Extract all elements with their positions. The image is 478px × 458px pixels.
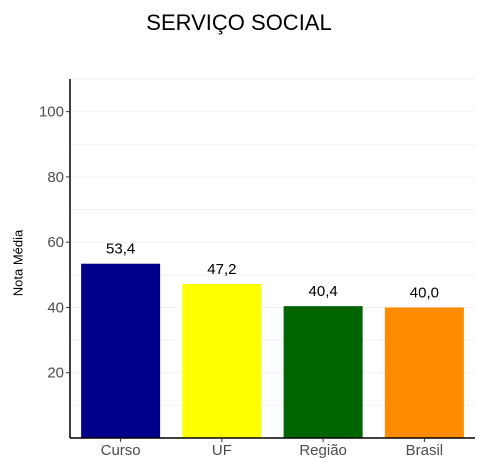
y-tick-label: 40 <box>47 299 64 316</box>
y-tick-label: 20 <box>47 365 64 382</box>
data-label: 40,0 <box>410 284 439 301</box>
y-tick-label: 100 <box>39 104 64 121</box>
y-ticks: 20 40 60 80 100 <box>39 104 70 382</box>
chart-title: SERVIÇO SOCIAL <box>146 10 332 35</box>
data-label: 53,4 <box>106 241 135 258</box>
x-tick-label: Região <box>299 442 347 458</box>
bar-brasil <box>384 307 464 438</box>
bars <box>81 263 464 438</box>
y-tick-label: 60 <box>47 234 64 251</box>
x-ticks: Curso UF Região Brasil <box>101 438 444 458</box>
x-tick-label: Curso <box>101 442 141 458</box>
data-label: 40,4 <box>309 283 338 300</box>
value-labels: 53,4 47,2 40,4 40,0 <box>106 241 439 302</box>
x-tick-label: Brasil <box>406 442 444 458</box>
bar-curso <box>81 263 161 438</box>
data-label: 47,2 <box>207 261 236 278</box>
axes <box>69 79 475 439</box>
bar-uf <box>182 283 262 438</box>
y-tick-label: 80 <box>47 169 64 186</box>
x-tick-label: UF <box>212 442 232 458</box>
bar-região <box>283 306 363 438</box>
